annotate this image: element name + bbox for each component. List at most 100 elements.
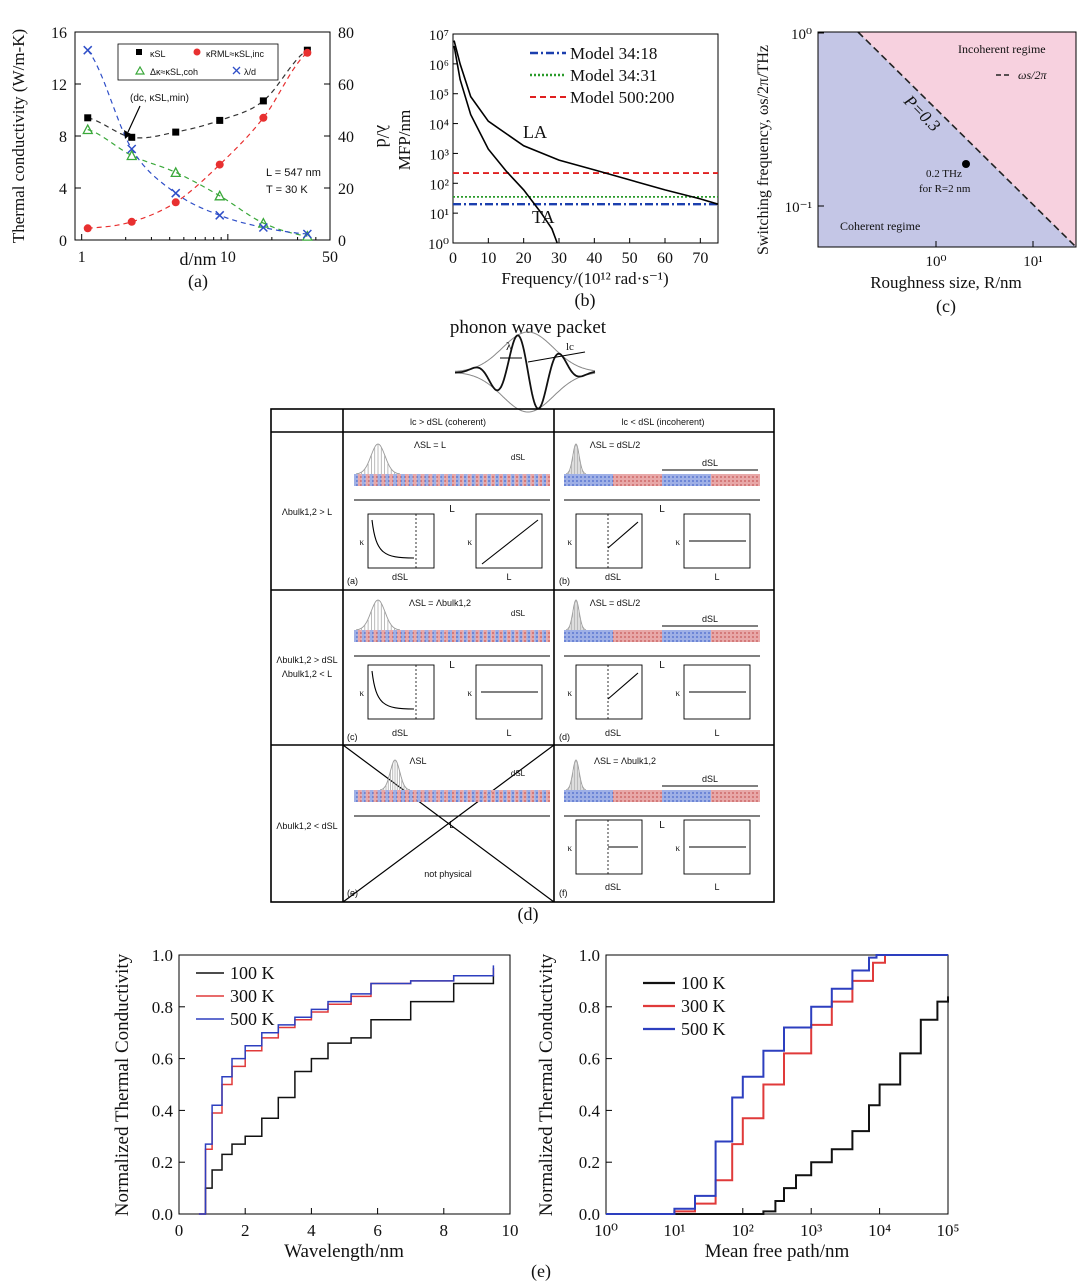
superlattice-layer bbox=[564, 790, 613, 802]
x-tick-label: 0 bbox=[449, 250, 457, 267]
superlattice-layer bbox=[506, 790, 511, 802]
cell-f-annotation: ΛSL = Λbulk1,2 bbox=[594, 756, 656, 766]
superlattice-layer bbox=[448, 790, 452, 802]
p-0.3-boundary-line bbox=[857, 31, 1077, 248]
superlattice-layer bbox=[408, 474, 413, 486]
superlattice-layer bbox=[463, 630, 468, 642]
point-label-line1: 0.2 THz bbox=[926, 168, 962, 180]
superlattice-layer bbox=[354, 474, 358, 486]
superlattice-layer bbox=[662, 790, 711, 802]
col-header-incoherent: lc < dSL (incoherent) bbox=[622, 417, 705, 427]
panel-a-fit-curves bbox=[87, 49, 308, 237]
y-tick-label: 0.8 bbox=[579, 998, 600, 1017]
panel-e-left-curves bbox=[198, 965, 495, 1215]
packet-envelope-top bbox=[455, 331, 596, 372]
superlattice-layer bbox=[613, 630, 662, 642]
y-tick-label: 10⁰ bbox=[791, 27, 812, 43]
superlattice-layer bbox=[546, 630, 550, 642]
packet-envelope-bottom bbox=[455, 372, 596, 413]
superlattice-layer bbox=[432, 790, 437, 802]
series-300-K bbox=[606, 954, 948, 1215]
L-label: L bbox=[449, 660, 455, 671]
superlattice-layer bbox=[373, 790, 378, 802]
legend-e-left-100k: 100 K bbox=[230, 963, 275, 983]
legend-model-34-18: Model 34:18 bbox=[570, 44, 657, 63]
superlattice-layer bbox=[510, 790, 515, 802]
superlattice-layer bbox=[711, 630, 760, 642]
superlattice-layer bbox=[711, 474, 760, 486]
panel-c-ticks: 10⁰ 10¹ 10⁻¹ 10⁰ bbox=[785, 27, 1043, 270]
panel-a-note-L: L = 547 nm bbox=[266, 167, 321, 179]
superlattice-layer bbox=[506, 630, 511, 642]
superlattice-layer bbox=[444, 630, 449, 642]
panel-d: phonon wave packet λ lc lc > dSL (cohere… bbox=[270, 317, 775, 925]
superlattice-layer bbox=[416, 630, 421, 642]
dsl-period-label: dSL bbox=[702, 774, 718, 784]
curve-label-ta: TA bbox=[532, 207, 555, 227]
dispersion-curve-LA bbox=[453, 40, 719, 205]
x-tick-label: 10⁰ bbox=[925, 254, 946, 270]
inset-xlabel-L: L bbox=[714, 572, 719, 582]
panel-b: 0 10 20 30 40 50 60 7010⁰10¹10²10³10⁴10⁵10⁶10⁷ … bbox=[395, 28, 719, 311]
cell-letter: (b) bbox=[559, 576, 570, 586]
y-tick-label: 0.0 bbox=[579, 1205, 600, 1224]
superlattice-layer bbox=[424, 630, 429, 642]
superlattice-layer bbox=[361, 474, 366, 486]
inset-ylabel-kappa: κ bbox=[567, 688, 572, 698]
panel-c-frame bbox=[817, 31, 1077, 248]
superlattice-layer bbox=[416, 474, 421, 486]
legend-e-right-100k: 100 K bbox=[681, 973, 726, 993]
marker-circle bbox=[83, 224, 92, 233]
y-tick-label: 0.6 bbox=[579, 1050, 600, 1069]
superlattice-layer bbox=[487, 790, 492, 802]
superlattice-layer bbox=[662, 474, 711, 486]
superlattice-layer bbox=[428, 630, 433, 642]
superlattice-layer bbox=[491, 630, 496, 642]
superlattice-layer bbox=[377, 790, 382, 802]
marker-square bbox=[128, 133, 136, 141]
superlattice-layer bbox=[436, 474, 441, 486]
superlattice-layer bbox=[365, 630, 370, 642]
y-tick-label: 10⁻¹ bbox=[785, 200, 812, 216]
cell-letter: (d) bbox=[559, 732, 570, 742]
y-tick-label: 0.2 bbox=[579, 1153, 600, 1172]
marker-x bbox=[258, 222, 268, 233]
superlattice-layer bbox=[428, 790, 433, 802]
superlattice-layer bbox=[495, 630, 500, 642]
superlattice-layer bbox=[357, 630, 362, 642]
superlattice-layer bbox=[444, 474, 449, 486]
x-tick-label: 10¹ bbox=[663, 1221, 685, 1240]
point-0.2thz bbox=[962, 160, 970, 168]
cell-e-annotation: ΛSL bbox=[409, 756, 426, 766]
y-right-tick-label: 60 bbox=[338, 77, 354, 94]
superlattice-layer bbox=[564, 630, 613, 642]
superlattice-layer bbox=[404, 630, 409, 642]
superlattice-layer bbox=[534, 474, 539, 486]
legend-circle-marker bbox=[193, 48, 201, 56]
superlattice-layer bbox=[385, 474, 390, 486]
superlattice-layer bbox=[538, 474, 543, 486]
superlattice-layer bbox=[479, 630, 484, 642]
diagram-cells: L ΛSL = L L ΛSL = dSL/2 L ΛSL = Λbulk1,2 L ΛSL … bbox=[347, 440, 760, 898]
superlattice-layer bbox=[495, 790, 500, 802]
inset-ylabel-kappa: κ bbox=[359, 537, 364, 547]
x-tick-label: 1 bbox=[78, 249, 86, 266]
panel-b-frame bbox=[452, 33, 719, 244]
superlattice-layer bbox=[522, 630, 527, 642]
superlattice-layer bbox=[471, 790, 476, 802]
superlattice-layer bbox=[381, 790, 386, 802]
fit-curve-3 bbox=[87, 49, 308, 235]
L-label: L bbox=[659, 660, 665, 671]
superlattice-layer bbox=[463, 790, 468, 802]
panel-b-ticks: 0 10 20 30 40 50 60 70 10⁰ 10¹ 10² 10³ 10⁴ 10⁵ 10⁶ 10⁷ bbox=[428, 28, 708, 267]
superlattice-layer bbox=[534, 790, 539, 802]
superlattice-layer bbox=[401, 474, 405, 486]
packet-lc: lc bbox=[566, 341, 574, 353]
superlattice-layer bbox=[510, 630, 515, 642]
superlattice-layer bbox=[424, 790, 429, 802]
superlattice-layer bbox=[502, 790, 507, 802]
x-tick-label: 10² bbox=[732, 1221, 754, 1240]
marker-x bbox=[302, 229, 312, 239]
